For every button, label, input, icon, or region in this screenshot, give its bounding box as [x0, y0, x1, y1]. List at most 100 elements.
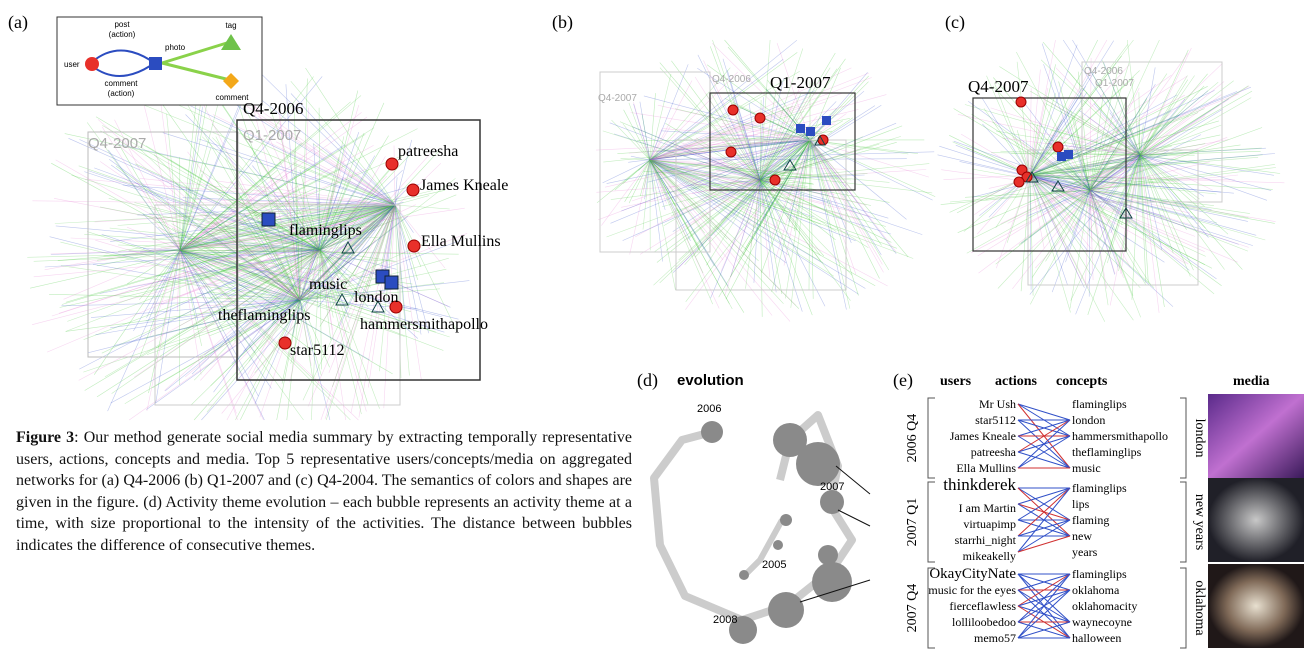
network-edge: [996, 175, 1030, 268]
user-name: music for the eyes: [928, 583, 1016, 597]
node-label: James Kneale: [420, 177, 508, 194]
user-name: Mr Ush: [979, 397, 1016, 411]
figure: (a) user post(action) photo tag comment(…: [0, 0, 1315, 665]
evolution-chart: 2006 2007 2005 2008: [654, 403, 870, 644]
network-edge: [650, 160, 675, 290]
year-label: 2006: [697, 403, 721, 415]
concept-name: halloween: [1072, 631, 1121, 645]
row-quarter: 2007 Q1: [905, 498, 920, 547]
concept-name: years: [1072, 545, 1098, 559]
caption-label: Figure 3: [16, 429, 74, 446]
concept-name: oklahomacity: [1072, 599, 1137, 613]
media-image: [1208, 564, 1304, 648]
bubble: [796, 442, 840, 486]
user-name: patreesha: [971, 445, 1017, 459]
photo-node: [1064, 150, 1073, 159]
network-edge: [213, 115, 395, 206]
action-edge: [1018, 452, 1070, 468]
network-edge: [650, 160, 732, 309]
bubble: [818, 545, 838, 565]
concept-name: flaminglips: [1072, 481, 1127, 495]
column-header: users: [940, 374, 972, 389]
network-edge: [760, 180, 922, 235]
concept-name: new: [1072, 529, 1092, 543]
node-label: theflaminglips: [218, 307, 310, 324]
caption: Figure 3: Our method generate social med…: [16, 427, 632, 557]
node-label: music: [309, 276, 347, 293]
node-label: Ella Mullins: [421, 233, 501, 250]
quarter-label-faint: Q4-2006: [1084, 66, 1123, 77]
user-node: [407, 184, 419, 196]
user-name: thinkderek: [943, 475, 1016, 494]
media-label: new years: [1192, 494, 1207, 550]
user-name: mikeakelly: [963, 549, 1016, 563]
user-node: [726, 147, 736, 157]
bubble: [701, 421, 723, 443]
node-label: star5112: [290, 342, 345, 359]
concept-name: flaming: [1072, 513, 1109, 527]
concept-name: flaminglips: [1072, 567, 1127, 581]
concept-name: lips: [1072, 497, 1090, 511]
node-label: flaminglips: [289, 222, 362, 239]
network-edge: [650, 95, 886, 160]
user-node: [386, 158, 398, 170]
user-node: [1053, 142, 1063, 152]
network-edge: [810, 140, 880, 279]
concept-name: music: [1072, 461, 1101, 475]
concept-name: waynecoyne: [1072, 615, 1132, 629]
row-quarter: 2006 Q4: [905, 414, 920, 463]
network-edge: [139, 250, 180, 300]
row-bracket: [1180, 568, 1186, 648]
panel-label: (e): [893, 370, 913, 391]
legend-text: user: [64, 60, 80, 69]
panel-label: (d): [637, 370, 658, 391]
network-edge: [394, 146, 395, 206]
bubble: [820, 490, 844, 514]
media-image: [1208, 394, 1304, 478]
row-bracket: [1180, 482, 1186, 562]
user-node: [1014, 177, 1024, 187]
photo-node: [822, 116, 831, 125]
bubble: [768, 592, 804, 628]
network-edge: [1140, 117, 1189, 155]
photo-node: [796, 124, 805, 133]
network-edge: [1021, 175, 1030, 291]
year-label: 2007: [820, 481, 844, 493]
legend-text: tag: [225, 21, 236, 30]
action-edge: [1018, 404, 1070, 420]
photo-node: [806, 127, 815, 136]
user-name: I am Martin: [959, 501, 1016, 515]
caption-text: : Our method generate social media summa…: [16, 429, 632, 554]
node-label: patreesha: [398, 143, 458, 160]
quarter-label-faint: Q1-2007: [243, 127, 301, 144]
concept-name: hammersmithapollo: [1072, 429, 1168, 443]
user-name: lolliloobedoo: [952, 615, 1016, 629]
panel-label: (c): [945, 12, 965, 33]
concept-name: oklahoma: [1072, 583, 1120, 597]
user-name: fierceflawless: [949, 599, 1016, 613]
year-label: 2005: [762, 559, 786, 571]
year-label: 2008: [713, 614, 737, 626]
action-edge: [1018, 536, 1070, 552]
user-name: memo57: [974, 631, 1016, 645]
user-node: [1016, 97, 1026, 107]
photo-node: [385, 276, 398, 289]
panel-title: evolution: [677, 372, 744, 389]
user-name: starrhi_night: [955, 533, 1017, 547]
bubble: [780, 514, 792, 526]
row-bracket: [928, 482, 935, 562]
row-bracket: [1180, 398, 1186, 478]
quarter-label-faint: Q4-2006: [712, 74, 751, 85]
network-edge: [640, 180, 760, 254]
concept-name: flaminglips: [1072, 397, 1127, 411]
quarter-label: Q4-2006: [243, 99, 303, 118]
network-edge: [1090, 190, 1275, 223]
user-node: [770, 175, 780, 185]
panel-label: (b): [552, 12, 573, 33]
page: (a) user post(action) photo tag comment(…: [0, 0, 1315, 665]
network-edge: [623, 124, 650, 161]
column-header: concepts: [1056, 374, 1108, 389]
user-name: James Kneale: [950, 429, 1016, 443]
user-node: [755, 113, 765, 123]
photo-node: [262, 213, 275, 226]
